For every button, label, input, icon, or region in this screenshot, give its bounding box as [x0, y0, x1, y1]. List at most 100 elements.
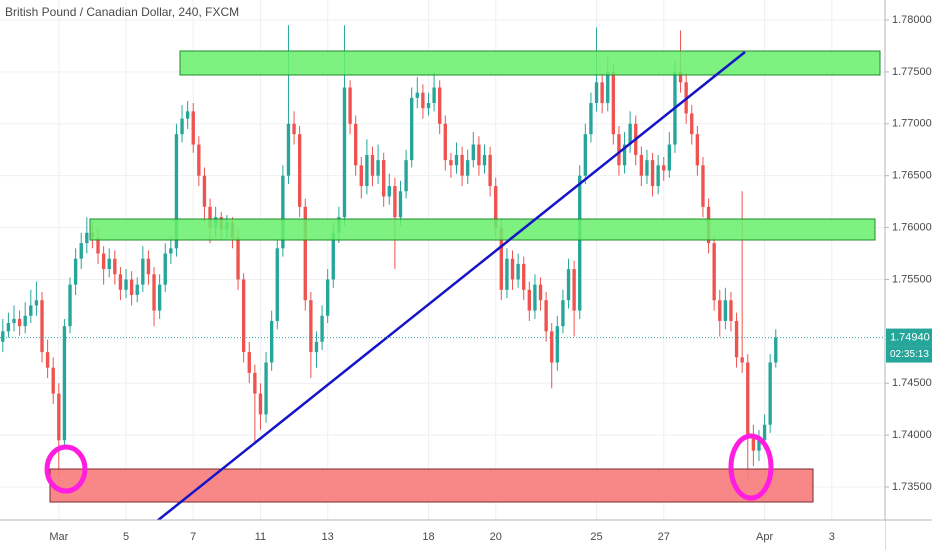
candle-body — [376, 160, 380, 176]
candle-body — [662, 165, 666, 171]
candle-body — [85, 232, 89, 244]
candle-body — [202, 175, 207, 207]
candle-body — [482, 154, 487, 166]
candle-body — [415, 92, 419, 98]
candle-body — [712, 243, 716, 301]
candle-body — [740, 357, 744, 363]
last-price-tag — [886, 328, 932, 347]
candle-body — [107, 258, 111, 270]
y-tick-label: 1.74500 — [892, 377, 932, 389]
candle-body — [40, 300, 44, 353]
y-tick-label: 1.77500 — [892, 66, 932, 78]
candle-body — [275, 248, 279, 321]
y-tick-label: 1.76500 — [892, 170, 932, 182]
candle-body — [751, 435, 756, 451]
candle-body — [286, 123, 291, 176]
candle-body — [421, 92, 425, 109]
candle-body — [533, 284, 537, 311]
candle-body — [561, 300, 565, 327]
candle-body — [746, 362, 750, 436]
candle-body — [325, 279, 330, 316]
candle-body — [617, 134, 621, 166]
candle-body — [622, 144, 627, 166]
candle-body — [320, 315, 324, 342]
countdown-tag — [886, 346, 932, 363]
candle-body — [768, 362, 772, 425]
time-axis — [0, 520, 885, 550]
x-tick-label: Apr — [756, 531, 773, 543]
candle-body — [505, 258, 509, 290]
candle-body — [297, 134, 302, 207]
candle-body — [494, 186, 498, 228]
x-tick-label: Mar — [49, 531, 68, 543]
candle-body — [516, 263, 520, 280]
candle-body — [180, 118, 184, 135]
candle-body — [510, 258, 515, 280]
candle-body — [488, 154, 492, 187]
candle-body — [723, 300, 728, 321]
candle-body — [118, 274, 123, 290]
candle-body — [393, 186, 397, 218]
candle-body — [471, 144, 475, 161]
candle-body — [57, 393, 61, 441]
candle-body — [157, 284, 162, 311]
candle-body — [667, 144, 672, 171]
x-tick-label: 5 — [123, 531, 129, 543]
candle-body — [589, 103, 593, 135]
candle-body — [354, 123, 358, 166]
candle-body — [734, 320, 739, 358]
candle-body — [695, 134, 700, 166]
candle-body — [578, 175, 582, 311]
highlight-circle — [44, 444, 88, 494]
candle-body — [600, 82, 604, 104]
x-tick-label: 7 — [190, 531, 196, 543]
candle-body — [29, 305, 33, 316]
candle-body — [443, 123, 447, 161]
candle-body — [191, 111, 195, 145]
candle-body — [342, 87, 347, 218]
price-axis — [885, 0, 932, 550]
candle-body — [449, 160, 453, 166]
y-tick-label: 1.77000 — [892, 118, 932, 130]
candle-body — [410, 97, 414, 161]
chart-title: British Pound / Canadian Dollar, 240, FX… — [5, 5, 239, 19]
x-tick-label: 13 — [322, 531, 334, 543]
candle-body — [370, 154, 375, 176]
candle-body — [253, 372, 257, 394]
candle-body — [757, 440, 761, 451]
candle-body — [606, 71, 610, 104]
middle-zone — [89, 218, 876, 241]
candle-body — [51, 367, 55, 394]
candle-body — [17, 318, 22, 327]
candle-body — [572, 269, 576, 311]
candle-body — [152, 274, 156, 311]
candle-body — [454, 154, 459, 166]
candle-body — [398, 191, 403, 218]
candle-body — [639, 154, 644, 176]
candle-body — [281, 175, 285, 249]
candle-body — [258, 393, 263, 415]
candle-body — [382, 160, 386, 197]
candle-body — [538, 284, 543, 301]
candle-body — [163, 253, 167, 285]
candle-body — [79, 243, 83, 259]
candle-body — [544, 300, 548, 332]
candle-body — [124, 279, 128, 290]
candle-body — [348, 87, 352, 124]
support-zone — [49, 468, 814, 503]
y-tick-label: 1.76000 — [892, 221, 932, 233]
candle-body — [62, 326, 67, 441]
candle-body — [264, 362, 268, 415]
candle-body — [236, 237, 240, 280]
candle-body — [101, 253, 106, 270]
candle-body — [387, 186, 391, 197]
candle-body — [303, 206, 307, 301]
candle-body — [12, 318, 16, 324]
candle-body — [527, 289, 531, 311]
candle-body — [197, 144, 201, 176]
candle-body — [729, 300, 733, 321]
x-tick-label: 25 — [590, 531, 602, 543]
candle-body — [169, 248, 173, 254]
candle-body — [645, 160, 649, 176]
